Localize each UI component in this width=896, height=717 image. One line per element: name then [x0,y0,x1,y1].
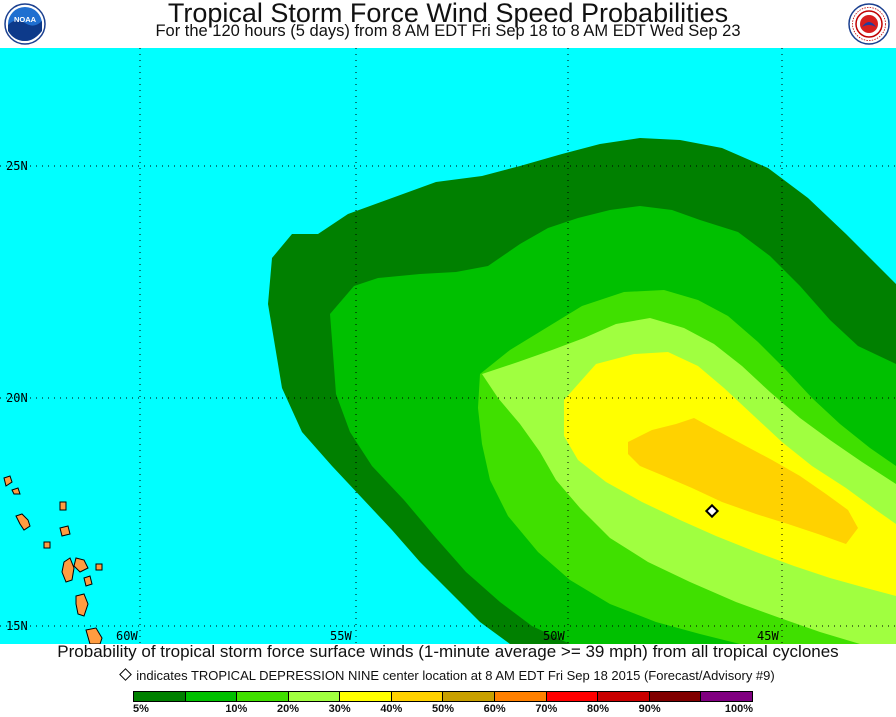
island [3,475,13,487]
legend-label: 10% [225,703,248,715]
probability-legend [133,691,753,702]
legend-swatch [391,692,444,701]
legend-swatch [185,692,238,701]
legend-label: 90% [638,703,661,715]
legend-label: 70% [535,703,558,715]
legend-label: 60% [483,703,506,715]
island [59,501,67,511]
island [83,575,93,587]
legend-label: 30% [328,703,351,715]
legend-swatch [340,692,392,701]
lat-label-15n: 15N [6,619,28,633]
legend-swatch [546,692,599,701]
island [95,563,103,571]
island [61,557,75,583]
legend-swatch [598,692,650,701]
island [43,541,51,549]
footer: Probability of tropical storm force surf… [0,642,896,717]
legend-swatch [237,692,289,701]
island [85,627,103,644]
island [73,557,89,573]
legend-swatch [649,692,702,701]
legend-label: 100% [724,703,754,715]
nws-logo-icon [848,3,890,45]
legend-swatch [288,692,341,701]
caribbean-islands [3,475,103,644]
legend-swatch [701,692,752,701]
storm-center-marker [704,503,720,519]
legend-swatch [495,692,547,701]
legend-label: 40% [380,703,403,715]
legend-swatch [134,692,186,701]
svg-text:NOAA: NOAA [14,15,37,24]
header: NOAA Tropical Storm Force Wind Speed Pro… [0,0,896,48]
legend-label: 5% [133,703,149,715]
legend-label: 50% [431,703,455,715]
map-subtitle: For the 120 hours (5 days) from 8 AM EDT… [155,22,741,40]
lat-label-20n: 20N [6,391,28,405]
legend-swatch [443,692,496,701]
noaa-logo-icon: NOAA [4,3,46,45]
probability-map: 25N 20N 15N 60W 55W 50W 45W [0,48,896,644]
legend-label: 20% [276,703,300,715]
lat-label-25n: 25N [6,159,28,173]
storm-center-note-text: indicates TROPICAL DEPRESSION NINE cente… [136,668,775,683]
lon-label-55w: 55W [330,629,352,643]
legend-label: 80% [586,703,610,715]
island [15,513,31,531]
storm-center-note: indicates TROPICAL DEPRESSION NINE cente… [0,668,896,683]
map-title: Tropical Storm Force Wind Speed Probabil… [167,0,729,28]
island [59,525,71,537]
diamond-icon [119,668,133,681]
lon-label-60w: 60W [116,629,138,643]
island [75,593,89,617]
prob-contour-50-60 [628,418,858,544]
lon-label-50w: 50W [543,629,565,643]
probability-caption: Probability of tropical storm force surf… [57,642,839,661]
legend-labels: 5% 10% 20% 30% 40% 50% 60% 70% 80% 90% 100% [0,703,896,717]
lon-label-45w: 45W [757,629,779,643]
island [11,487,21,495]
